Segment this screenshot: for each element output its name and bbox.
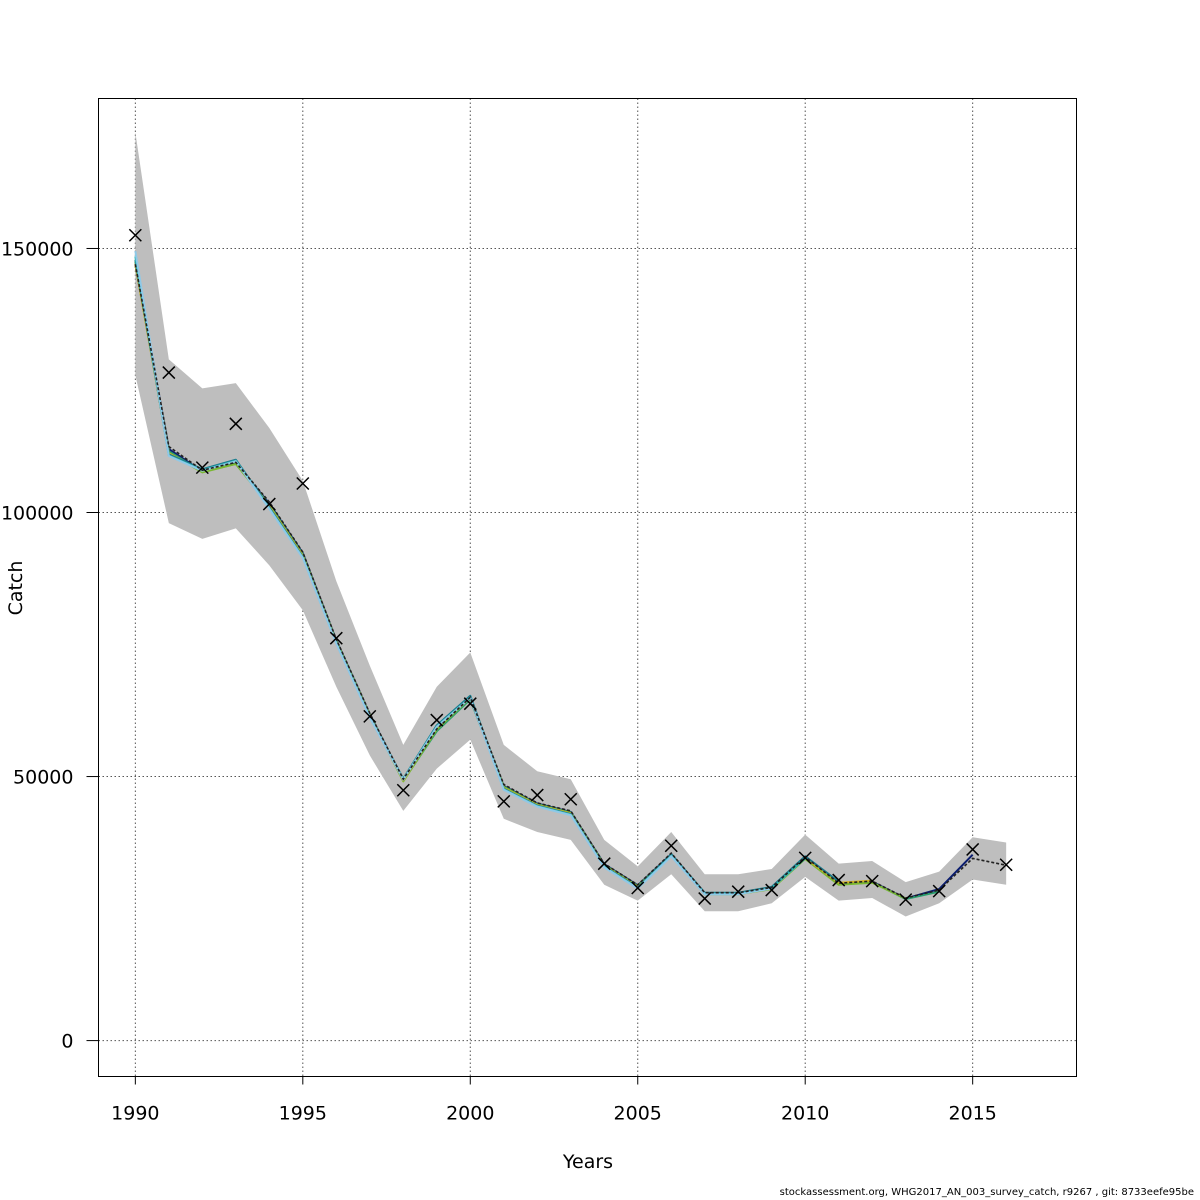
observed-point: [798, 851, 812, 865]
gridlines: [98, 98, 1077, 1077]
x-tick-label: 2000: [446, 1103, 494, 1125]
observed-point: [363, 709, 377, 723]
x-tick-label: 2010: [781, 1103, 829, 1125]
observed-points: [128, 228, 1013, 907]
y-axis-title: Catch: [5, 561, 27, 616]
footer-note: stockassessment.org, WHG2017_AN_003_surv…: [779, 1187, 1194, 1198]
plot-frame: [98, 98, 1077, 1077]
observed-point: [631, 881, 645, 895]
base-run-line: [134, 264, 1007, 899]
x-tick-label: 2015: [948, 1103, 996, 1125]
y-tick-label: 50000: [13, 767, 73, 789]
axes: 1990 1995 2000 2005 2010 2015 0 50000 100000 1500…: [1, 238, 997, 1124]
observed-point: [128, 228, 142, 242]
observed-point: [731, 885, 745, 899]
retro-series-line: [134, 250, 772, 896]
observed-point: [664, 839, 678, 853]
observed-point: [195, 461, 209, 475]
observed-point: [999, 858, 1013, 872]
observed-point: [698, 892, 712, 906]
x-tick-label: 1990: [111, 1103, 159, 1125]
observed-point: [430, 713, 444, 727]
observed-point: [564, 792, 578, 806]
x-axis-title: Years: [562, 1151, 613, 1173]
observed-point: [865, 874, 879, 888]
observed-point: [932, 884, 946, 898]
observed-point: [497, 794, 511, 808]
confidence-band-layer: [135, 132, 1007, 917]
observed-point: [296, 476, 310, 490]
observed-point: [899, 893, 913, 907]
observed-point: [966, 842, 980, 856]
y-tick-label: 100000: [1, 503, 74, 525]
retro-series-line: [134, 259, 840, 894]
x-tick-label: 1995: [279, 1103, 327, 1125]
observed-point: [597, 857, 611, 871]
observed-point: [530, 788, 544, 802]
y-tick-label: 150000: [1, 238, 74, 260]
y-tick-label: 0: [61, 1031, 73, 1053]
confidence-band: [135, 132, 1007, 917]
observed-point: [396, 783, 410, 797]
observed-point: [229, 417, 243, 431]
observed-point: [262, 497, 276, 511]
observed-point: [463, 697, 477, 711]
observed-point: [329, 631, 343, 645]
x-tick-label: 2005: [614, 1103, 662, 1125]
observed-point: [832, 873, 846, 887]
observed-point: [162, 366, 176, 380]
observed-point: [765, 883, 779, 897]
